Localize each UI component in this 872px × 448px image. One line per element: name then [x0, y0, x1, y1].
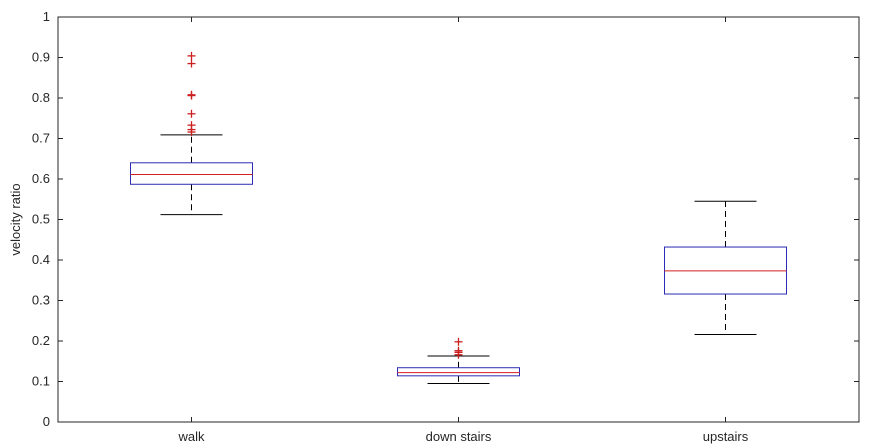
- outlier-marker: [454, 346, 463, 355]
- y-tick-label: 0.1: [32, 374, 50, 389]
- x-tick-label: walk: [177, 429, 205, 444]
- outlier-marker: [187, 90, 196, 99]
- outlier-marker: [187, 109, 196, 118]
- outlier-marker: [187, 59, 196, 68]
- y-tick-label: 1: [43, 9, 50, 24]
- box-walk: [130, 162, 253, 185]
- y-tick-label: 0.6: [32, 171, 50, 186]
- outlier-marker: [187, 121, 196, 130]
- outlier-marker: [187, 51, 196, 60]
- y-tick-label: 0.2: [32, 333, 50, 348]
- box-down-stairs: [397, 367, 520, 377]
- y-tick-label: 0.4: [32, 252, 50, 267]
- y-tick-label: 0: [43, 414, 50, 429]
- y-axis-label: velocity ratio: [8, 183, 23, 255]
- plot-area: 0 0.1 0.2 0.3 0.4 0.5 0.6 0.7 0.8 0.9 1 walk down st…: [32, 9, 860, 444]
- y-tick-label: 0.8: [32, 90, 50, 105]
- y-tick-label: 0.5: [32, 212, 50, 227]
- y-tick-label: 0.3: [32, 293, 50, 308]
- y-tick-label: 0.7: [32, 131, 50, 146]
- y-tick-label: 0.9: [32, 50, 50, 65]
- x-tick-label: down stairs: [426, 429, 492, 444]
- axes-frame: [57, 16, 860, 423]
- outlier-marker: [454, 337, 463, 346]
- x-tick-label: upstairs: [703, 429, 749, 444]
